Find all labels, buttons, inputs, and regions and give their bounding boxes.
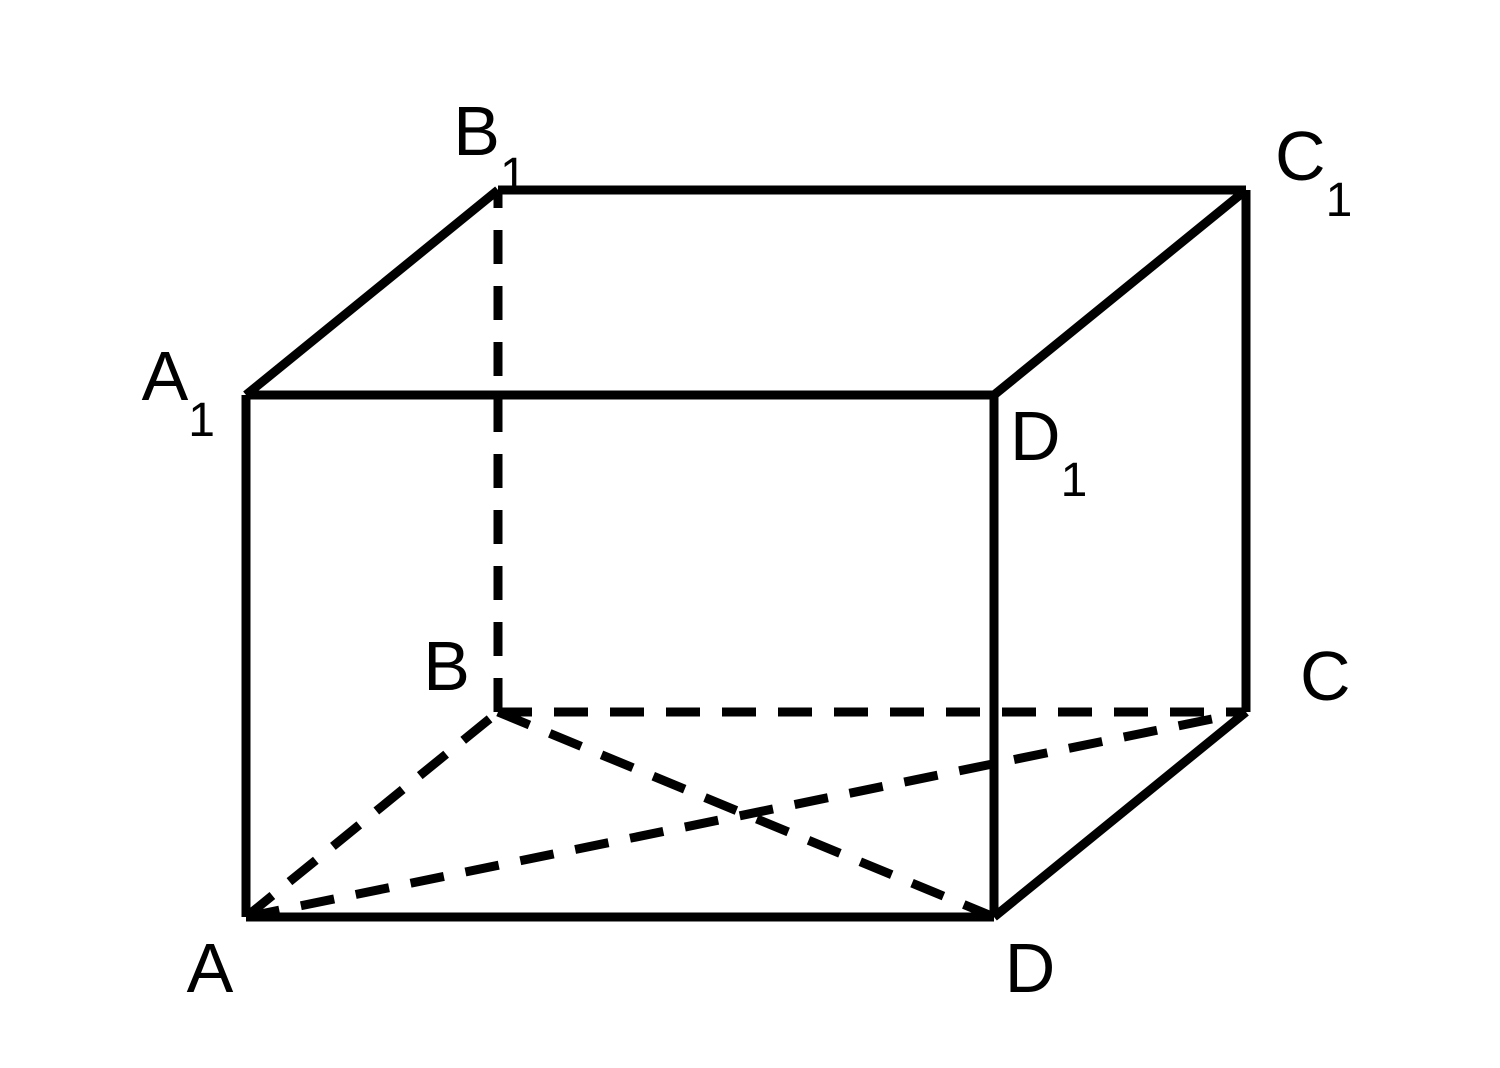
visible-edge <box>246 190 498 395</box>
vertex-label-B: B <box>423 627 470 705</box>
vertex-label-D: D <box>1005 929 1056 1007</box>
vertex-label-C1: C1 <box>1275 117 1352 227</box>
vertex-label-A: A <box>187 929 234 1007</box>
vertex-label-C: C <box>1300 637 1351 715</box>
hidden-edge <box>246 712 1246 917</box>
vertex-label-B1: B1 <box>453 92 526 202</box>
hidden-edge <box>246 712 498 917</box>
prism-diagram: A D C B A1 D1 C1 B1 <box>0 0 1500 1068</box>
visible-edge <box>994 190 1246 395</box>
vertex-label-D1: D1 <box>1010 397 1087 507</box>
vertex-label-A1: A1 <box>142 337 215 447</box>
visible-edge <box>994 712 1246 917</box>
